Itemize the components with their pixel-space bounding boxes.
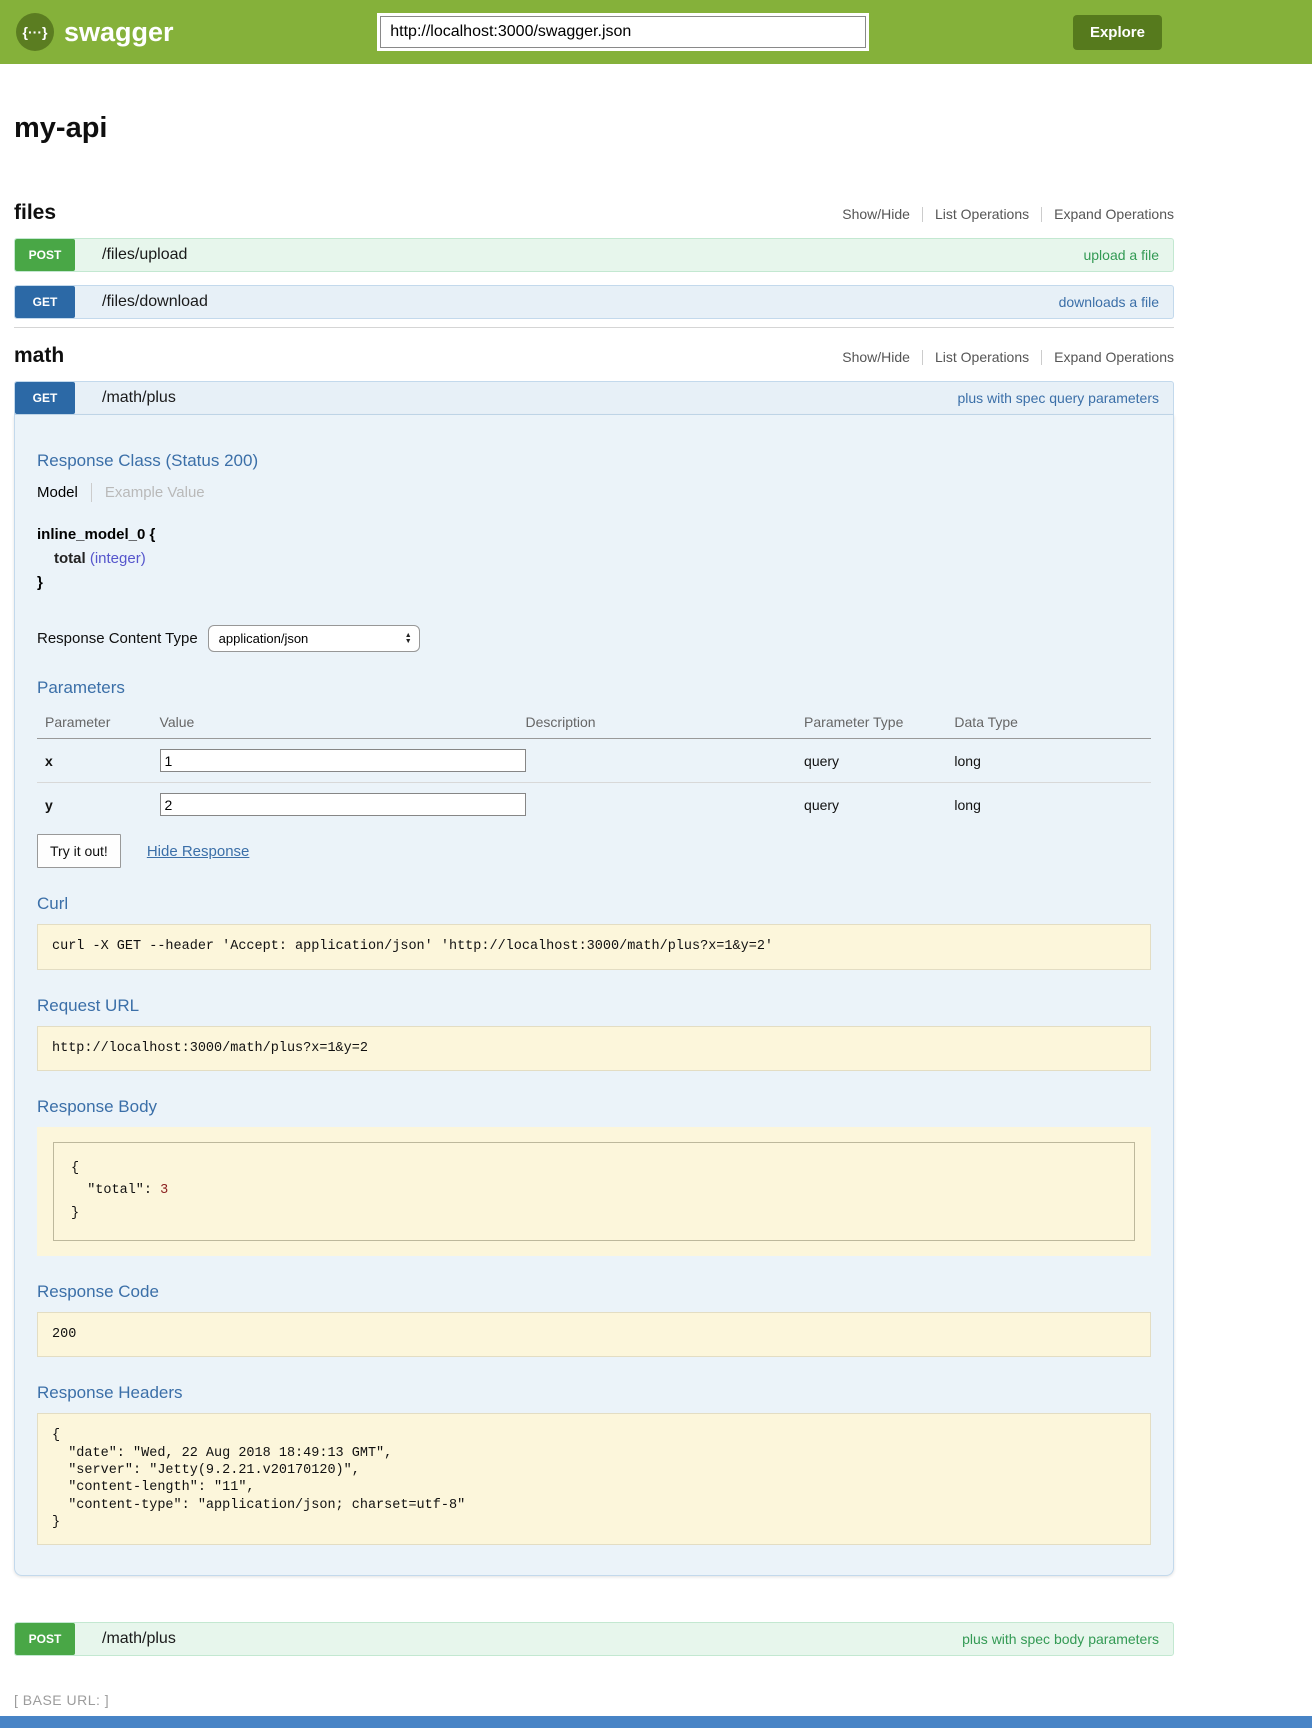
operation-row-post-math-plus[interactable]: POST /math/plus plus with spec body para… [14,1622,1174,1657]
tab-separator [90,483,92,502]
model-property: total (integer) [37,550,1151,567]
param-parameter-type: query [804,796,840,813]
link-separator [921,349,923,365]
math-expand-operations-link[interactable]: Expand Operations [1054,349,1174,365]
operation-path[interactable]: /math/plus [102,1630,176,1648]
param-description [526,783,805,827]
response-body-container: { "total": 3 } [37,1127,1151,1256]
response-headers-box: { "date": "Wed, 22 Aug 2018 18:49:13 GMT… [37,1413,1151,1546]
curl-heading: Curl [37,894,69,913]
spec-url-input[interactable] [380,16,867,48]
param-x-input[interactable] [159,749,526,772]
response-body-json: { "total": 3 } [53,1142,1135,1241]
param-y-input[interactable] [159,793,526,816]
column-value: Value [159,706,526,739]
swagger-brand-text: swagger [64,16,174,47]
link-separator [921,206,923,222]
request-url-box: http://localhost:3000/math/plus?x=1&y=2 [37,1025,1151,1072]
model-name: inline_model_0 { [37,526,156,543]
method-badge-post[interactable]: POST [15,1623,75,1656]
response-body-heading: Response Body [37,1097,158,1117]
footer-message-bar [0,1716,1312,1728]
model-property-name: total [54,550,86,567]
operation-summary[interactable]: plus with spec query parameters [957,390,1159,406]
param-data-type: long [954,796,981,813]
response-code-box: 200 [37,1311,1151,1358]
param-parameter-type: query [804,738,955,783]
math-list-operations-link[interactable]: List Operations [934,349,1030,365]
link-separator [1041,206,1043,222]
select-arrows-icon: ▲ ▼ [404,631,412,645]
main-content: my-api files Show/Hide List Operations E… [14,64,1174,1657]
operation-get-math-plus: GET /math/plus plus with spec query para… [14,381,1174,1577]
curl-command-box: curl -X GET --header 'Accept: applicatio… [37,924,1151,970]
section-title-math: math [14,344,65,367]
model-closing-brace: } [37,574,43,591]
response-content-type-value: application/json [218,631,309,646]
parameters-heading: Parameters [37,678,125,697]
math-show-hide-link[interactable]: Show/Hide [842,349,910,365]
column-parameter-type: Parameter Type [804,706,955,739]
response-body-json-text: { "total": [71,1161,153,1199]
parameters-table: Parameter Value Description Parameter Ty… [37,706,1151,826]
operation-row-get-files-download[interactable]: GET /files/download downloads a file [14,285,1174,319]
operation-row-post-files-upload[interactable]: POST /files/upload upload a file [14,238,1174,272]
column-parameter: Parameter [37,706,160,739]
method-badge-post[interactable]: POST [15,239,75,271]
column-description: Description [525,706,805,739]
parameters-header-row: Parameter Value Description Parameter Ty… [37,706,1151,739]
model-tabs: Model Example Value [37,483,1151,502]
swagger-brand[interactable]: {···} swagger [16,13,174,51]
request-url-heading: Request URL [37,995,140,1015]
files-show-hide-link[interactable]: Show/Hide [842,206,910,222]
api-title: my-api [14,112,108,144]
explore-button[interactable]: Explore [1072,14,1162,50]
method-badge-get[interactable]: GET [15,286,75,318]
method-badge-get[interactable]: GET [15,382,75,414]
resource-math: math Show/Hide List Operations Expand Op… [14,344,1174,1657]
operation-row-get-math-plus[interactable]: GET /math/plus plus with spec query para… [14,381,1174,415]
operation-details-panel: Response Class (Status 200) Model Exampl… [14,415,1174,1577]
swagger-logo-icon: {···} [16,13,54,51]
operation-path[interactable]: /files/download [102,293,208,310]
operation-path[interactable]: /files/upload [102,246,188,263]
response-content-type-select[interactable]: application/json ▲ ▼ [207,625,420,652]
tab-model[interactable]: Model [37,484,78,501]
response-code-heading: Response Code [37,1281,159,1301]
section-title-files: files [14,201,57,224]
response-content-type-row: Response Content Type application/json ▲… [37,625,1151,652]
model-property-type: (integer) [89,550,146,567]
response-body-json-number: 3 [160,1183,169,1199]
param-name: y [45,796,53,813]
files-expand-operations-link[interactable]: Expand Operations [1054,206,1174,222]
try-it-out-button[interactable]: Try it out! [37,834,121,868]
response-class-heading: Response Class (Status 200) [37,451,259,470]
response-content-type-label: Response Content Type [37,630,198,647]
operation-summary[interactable]: downloads a file [1058,294,1159,310]
tab-example-value[interactable]: Example Value [104,484,205,501]
param-row-x: x query long [37,738,1151,783]
files-list-operations-link[interactable]: List Operations [934,206,1030,222]
base-url-label: [ BASE URL: ] [14,1692,110,1709]
hide-response-link[interactable]: Hide Response [146,842,250,860]
param-row-y: y query long [37,783,1151,827]
operation-summary[interactable]: plus with spec body parameters [962,1631,1159,1648]
param-name: x [37,738,160,783]
param-description [525,738,805,783]
column-data-type: Data Type [954,706,1151,739]
link-separator [1041,349,1043,365]
resource-files: files Show/Hide List Operations Expand O… [14,201,1174,328]
operation-summary[interactable]: upload a file [1083,247,1159,263]
operation-path[interactable]: /math/plus [102,389,176,406]
param-data-type: long [954,738,1151,783]
header-bar: {···} swagger Explore [0,0,1312,64]
try-it-out-row: Try it out! Hide Response [37,834,1151,868]
response-headers-heading: Response Headers [37,1383,183,1403]
response-body-json-text: } [71,1205,80,1221]
model-signature: inline_model_0 { total (integer) } [37,526,1151,591]
